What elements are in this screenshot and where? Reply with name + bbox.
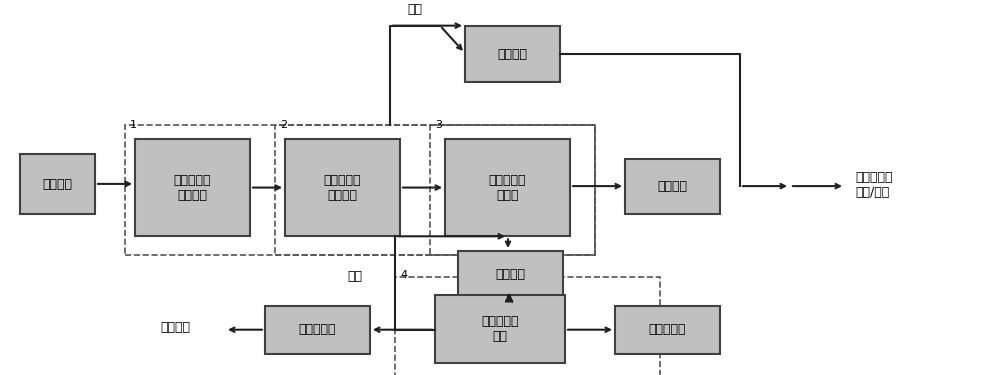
Text: 处理后液体: 处理后液体 (299, 323, 336, 336)
FancyBboxPatch shape (265, 306, 370, 354)
Text: 洗后残渣: 洗后残渣 (658, 180, 688, 194)
Text: 2: 2 (280, 120, 287, 130)
FancyBboxPatch shape (615, 306, 720, 354)
Text: 污染土壤: 污染土壤 (42, 178, 72, 190)
FancyBboxPatch shape (20, 154, 95, 214)
Text: 污土粒度分
级与分析: 污土粒度分 级与分析 (174, 174, 211, 202)
Text: 豁免排放: 豁免排放 (160, 321, 190, 334)
Text: 免洗土壤: 免洗土壤 (498, 48, 528, 60)
FancyBboxPatch shape (625, 159, 720, 214)
Text: 淋洗废液: 淋洗废液 (496, 268, 526, 281)
Text: 豁免或分类
处理/处置: 豁免或分类 处理/处置 (855, 171, 893, 199)
FancyBboxPatch shape (285, 139, 400, 236)
Text: 1: 1 (130, 120, 137, 130)
Text: 3: 3 (435, 120, 442, 130)
Text: 污土筛分减
容前处理: 污土筛分减 容前处理 (324, 174, 361, 202)
FancyBboxPatch shape (435, 295, 565, 363)
FancyBboxPatch shape (465, 26, 560, 82)
Text: 处理后沉淀: 处理后沉淀 (649, 323, 686, 336)
Text: 剔除: 剔除 (408, 3, 422, 16)
FancyBboxPatch shape (445, 139, 570, 236)
FancyBboxPatch shape (135, 139, 250, 236)
Text: 回用: 回用 (348, 270, 362, 283)
Text: 污土分级淋
洗去污: 污土分级淋 洗去污 (489, 174, 526, 202)
Text: 废液处理与
回用: 废液处理与 回用 (481, 315, 519, 343)
Text: 4: 4 (400, 270, 407, 280)
FancyBboxPatch shape (458, 251, 563, 298)
